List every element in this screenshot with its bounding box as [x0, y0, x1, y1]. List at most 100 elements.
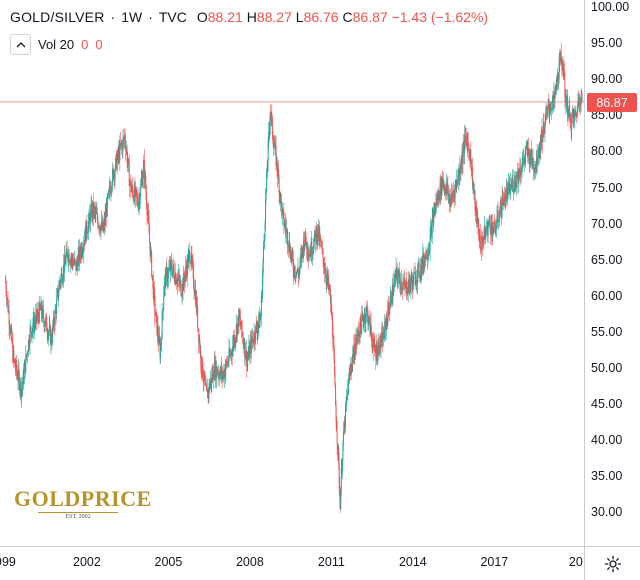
price-axis[interactable]: 30.00 35.00 40.00 45.00 50.00 55.00 60.00 65.00…: [584, 0, 640, 546]
candle-body: [499, 213, 501, 222]
candle-body: [312, 249, 314, 255]
candle-body: [143, 159, 145, 179]
candle-body: [135, 187, 137, 190]
candle-body: [268, 131, 270, 141]
candle-body: [115, 158, 117, 170]
candle-body: [489, 217, 491, 225]
candle-body: [85, 227, 87, 242]
gear-icon: [604, 555, 622, 572]
candle-body: [494, 229, 496, 234]
candle-body: [272, 142, 274, 149]
candle-body: [526, 145, 528, 148]
candle-body: [277, 169, 279, 177]
candle-body: [557, 72, 559, 81]
candle-body: [463, 142, 465, 150]
candle-body: [560, 53, 562, 60]
candle-body: [466, 137, 468, 141]
candle-body: [496, 210, 498, 216]
candle-body: [61, 272, 63, 284]
candle-body: [441, 177, 443, 193]
candle-body: [571, 116, 573, 131]
candle-body: [134, 186, 136, 197]
candle-body: [133, 197, 135, 203]
candle-body: [535, 164, 537, 170]
candle-body: [510, 184, 512, 187]
chart-settings-button[interactable]: [584, 546, 640, 580]
volume-legend[interactable]: Vol 20 0 0: [10, 34, 103, 55]
candle-body: [25, 354, 27, 358]
candle-body: [273, 145, 275, 147]
candle-body: [93, 202, 95, 216]
candle-body: [192, 262, 194, 267]
candle-body: [264, 235, 266, 241]
candle-body: [503, 192, 505, 206]
candle-body: [411, 281, 413, 291]
candle-body: [349, 367, 351, 374]
candle-body: [530, 149, 532, 162]
candle-body: [486, 230, 488, 231]
candle-body: [170, 260, 172, 263]
candle-body: [549, 110, 551, 111]
candle-body: [456, 179, 458, 183]
candle-body: [55, 308, 57, 311]
candle-body: [381, 334, 383, 344]
candle-body: [169, 260, 171, 272]
candle-body: [270, 114, 272, 117]
candle-body: [581, 92, 583, 102]
candle-body: [469, 149, 471, 160]
candle-body: [202, 375, 204, 380]
candle-body: [188, 252, 190, 256]
candle-body: [544, 130, 546, 134]
candle-body: [206, 389, 208, 391]
candle-body: [412, 274, 414, 291]
candle-body: [345, 403, 347, 406]
interval-label[interactable]: 1W: [121, 9, 143, 25]
candle-body: [245, 357, 247, 359]
candle-body: [183, 273, 185, 280]
candle-body: [213, 361, 215, 380]
candle-body: [360, 325, 362, 334]
candle-body: [524, 156, 526, 163]
candle-body: [409, 283, 411, 289]
candle-body: [78, 249, 80, 257]
symbol-name[interactable]: GOLD/SILVER: [10, 9, 105, 25]
candle-body: [176, 282, 178, 284]
candle-body: [5, 281, 7, 292]
collapse-legend-button[interactable]: [10, 34, 31, 55]
candle-body: [459, 166, 461, 175]
candle-body: [427, 253, 429, 259]
candle-body: [447, 194, 449, 196]
candle-body: [361, 314, 363, 334]
candle-body: [363, 321, 365, 325]
candle-body: [117, 149, 119, 159]
candle-body: [269, 112, 271, 126]
candle-body: [533, 169, 535, 172]
candle-body: [490, 232, 492, 235]
candle-body: [574, 111, 576, 115]
candle-body: [219, 376, 221, 380]
candle-body: [22, 383, 24, 388]
candle-body: [354, 356, 356, 360]
candle-body: [522, 157, 524, 163]
candle-body: [514, 175, 516, 188]
candle-body: [16, 373, 18, 380]
candle-body: [110, 189, 112, 194]
time-axis[interactable]: 999 2002 2005 2008 2011 2014 2017 20: [0, 546, 584, 580]
price-chart[interactable]: [0, 0, 584, 546]
candle-body: [129, 181, 131, 183]
candle-body: [72, 262, 74, 266]
time-tick-label: 2008: [235, 555, 264, 569]
candle-body: [548, 103, 550, 108]
candle-body: [338, 446, 340, 463]
candle-body: [21, 387, 23, 391]
symbol-legend[interactable]: GOLD/SILVER · 1W · TVC O88.21 H88.27 L86…: [10, 9, 488, 25]
candle-body: [438, 191, 440, 201]
candle-body: [14, 366, 16, 369]
candle-body: [292, 259, 294, 271]
candle-body: [290, 250, 292, 259]
volume-label[interactable]: Vol 20: [38, 37, 75, 52]
candle-body: [199, 339, 201, 351]
candle-body: [369, 317, 371, 335]
candle-body: [267, 140, 269, 164]
chart-plot-area[interactable]: GOLD/SILVER · 1W · TVC O88.21 H88.27 L86…: [0, 0, 584, 546]
